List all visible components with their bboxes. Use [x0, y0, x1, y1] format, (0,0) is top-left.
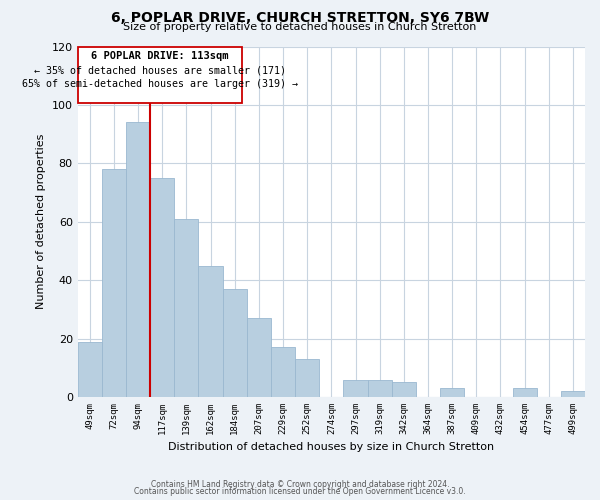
Bar [199, 266, 223, 397]
Text: 65% of semi-detached houses are larger (319) →: 65% of semi-detached houses are larger (… [22, 78, 298, 88]
Bar [295, 359, 319, 397]
X-axis label: Distribution of detached houses by size in Church Stretton: Distribution of detached houses by size … [168, 442, 494, 452]
Bar [440, 388, 464, 397]
Bar [150, 178, 175, 397]
Bar [392, 382, 416, 397]
Text: Contains public sector information licensed under the Open Government Licence v3: Contains public sector information licen… [134, 488, 466, 496]
FancyBboxPatch shape [78, 46, 242, 104]
Bar [561, 391, 585, 397]
Text: Contains HM Land Registry data © Crown copyright and database right 2024.: Contains HM Land Registry data © Crown c… [151, 480, 449, 489]
Text: 6 POPLAR DRIVE: 113sqm: 6 POPLAR DRIVE: 113sqm [91, 51, 229, 61]
Bar [368, 380, 392, 397]
Bar [247, 318, 271, 397]
Bar [78, 342, 102, 397]
Text: Size of property relative to detached houses in Church Stretton: Size of property relative to detached ho… [124, 22, 476, 32]
Bar [223, 289, 247, 397]
Text: 6, POPLAR DRIVE, CHURCH STRETTON, SY6 7BW: 6, POPLAR DRIVE, CHURCH STRETTON, SY6 7B… [111, 11, 489, 25]
Y-axis label: Number of detached properties: Number of detached properties [36, 134, 46, 310]
Bar [271, 348, 295, 397]
Bar [512, 388, 536, 397]
Bar [343, 380, 368, 397]
Text: ← 35% of detached houses are smaller (171): ← 35% of detached houses are smaller (17… [34, 66, 286, 76]
Bar [102, 169, 126, 397]
Bar [175, 219, 199, 397]
Bar [126, 122, 150, 397]
